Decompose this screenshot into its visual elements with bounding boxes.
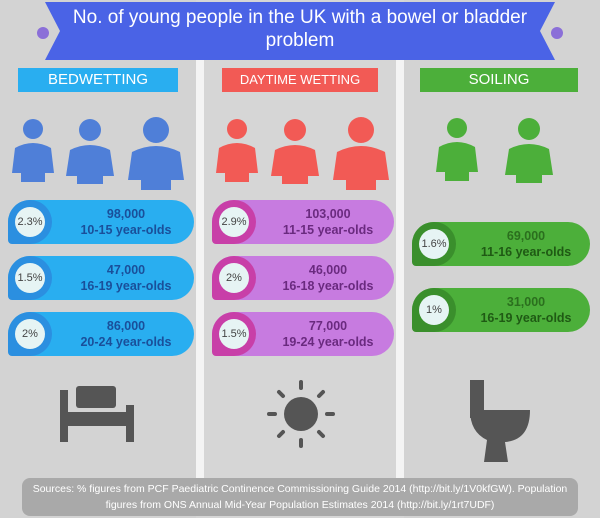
percent: 2.3% [15,207,45,237]
stat-text: 86,000 20-24 year-olds [58,318,194,350]
people-icons [436,118,553,183]
percent-bubble: 1.5% [212,312,256,356]
percent: 2.9% [219,207,249,237]
stat-text: 98,000 10-15 year-olds [58,206,194,238]
people-icons [216,117,389,190]
percent-bubble: 2.3% [8,200,52,244]
count: 69,000 [506,229,546,243]
percent: 2% [15,319,45,349]
percent-bubble: 2% [212,256,256,300]
percent: 1.5% [15,263,45,293]
ages: 16-19 year-olds [80,279,172,293]
people-icons [12,117,184,190]
percent-bubble: 1.5% [8,256,52,300]
count: 103,000 [305,207,351,221]
ages: 10-15 year-olds [80,223,172,237]
percent-bubble: 2% [8,312,52,356]
stat-text: 69,000 11-16 year-olds [462,228,590,260]
column-heading: BEDWETTING [18,68,178,92]
separator [196,60,204,480]
column-heading: DAYTIME WETTING [222,68,378,92]
sun-icon [267,380,335,448]
count: 77,000 [308,319,348,333]
ages: 11-15 year-olds [282,223,374,237]
count: 31,000 [506,295,546,309]
ages: 16-18 year-olds [282,279,374,293]
percent: 2% [219,263,249,293]
bed-icon [60,386,134,442]
percent-bubble: 2.9% [212,200,256,244]
dot [37,27,49,39]
stat-text: 31,000 16-19 year-olds [462,294,590,326]
source: Sources: % figures from PCF Paediatric C… [22,478,578,516]
stat-text: 77,000 19-24 year-olds [262,318,394,350]
percent: 1.5% [219,319,249,349]
percent: 1% [419,295,449,325]
ages: 16-19 year-olds [480,311,572,325]
stat-text: 103,000 11-15 year-olds [262,206,394,238]
ages: 11-16 year-olds [480,245,572,259]
ages: 19-24 year-olds [282,335,374,349]
stat-text: 47,000 16-19 year-olds [58,262,194,294]
count: 86,000 [106,319,146,333]
count: 98,000 [106,207,146,221]
percent: 1.6% [419,229,449,259]
count: 46,000 [308,263,348,277]
count: 47,000 [106,263,146,277]
separator [396,60,404,480]
percent-bubble: 1.6% [412,222,456,266]
title: No. of young people in the UK with a bow… [72,7,528,51]
percent-bubble: 1% [412,288,456,332]
column-heading: SOILING [420,68,578,92]
toilet-icon [470,380,530,462]
stat-text: 46,000 16-18 year-olds [262,262,394,294]
title-banner [45,2,555,60]
ages: 20-24 year-olds [80,335,172,349]
dot [551,27,563,39]
